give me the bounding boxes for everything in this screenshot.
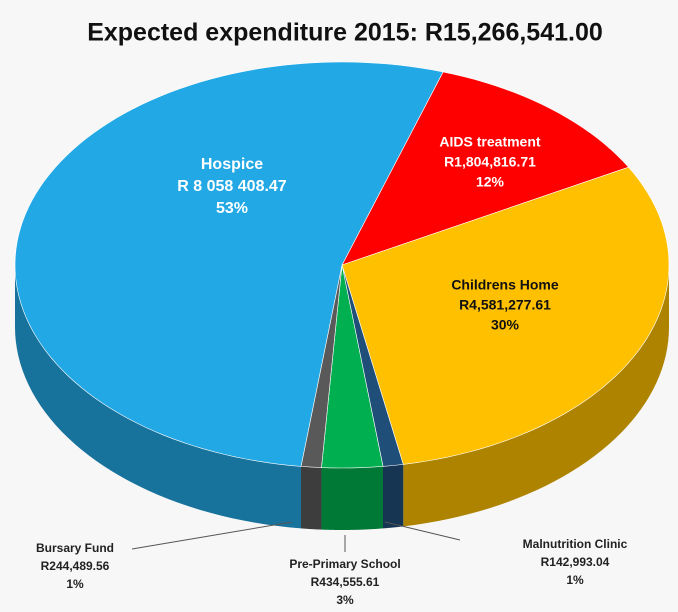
slice (341, 166, 670, 465)
slice-label: Malnutrition Clinic (523, 537, 628, 551)
slice-side (301, 466, 322, 530)
value-label: 1% (66, 577, 84, 591)
amount-label: R 8 058 408.47 (177, 178, 287, 195)
amount-label: R142,993.04 (541, 555, 610, 569)
leader-line (131, 521, 293, 550)
amount-label: R1,804,816.71 (444, 154, 536, 170)
value-label: 1% (566, 573, 584, 587)
slice (321, 264, 384, 469)
slice (341, 71, 630, 266)
slice (14, 61, 444, 467)
slice-label: Childrens Home (451, 277, 559, 293)
value-label: 30% (491, 317, 520, 333)
leader-line (384, 521, 461, 541)
slice-side (403, 265, 669, 527)
slice-side (382, 464, 404, 529)
amount-label: R4,581,277.61 (459, 297, 551, 313)
slice-label: AIDS treatment (439, 134, 540, 150)
amount-label: R244,489.56 (41, 559, 110, 573)
value-label: 3% (336, 593, 354, 607)
amount-label: R434,555.61 (311, 575, 380, 589)
chart-title: Expected expenditure 2015: R15,266,541.0… (87, 19, 603, 47)
slice-label: Bursary Fund (36, 541, 114, 555)
slice-label: Pre-Primary School (289, 557, 400, 571)
value-label: 53% (216, 200, 248, 217)
value-label: 12% (476, 174, 505, 190)
slice-side (15, 265, 302, 529)
slice-label: Hospice (201, 156, 263, 173)
slice-side (321, 466, 383, 530)
